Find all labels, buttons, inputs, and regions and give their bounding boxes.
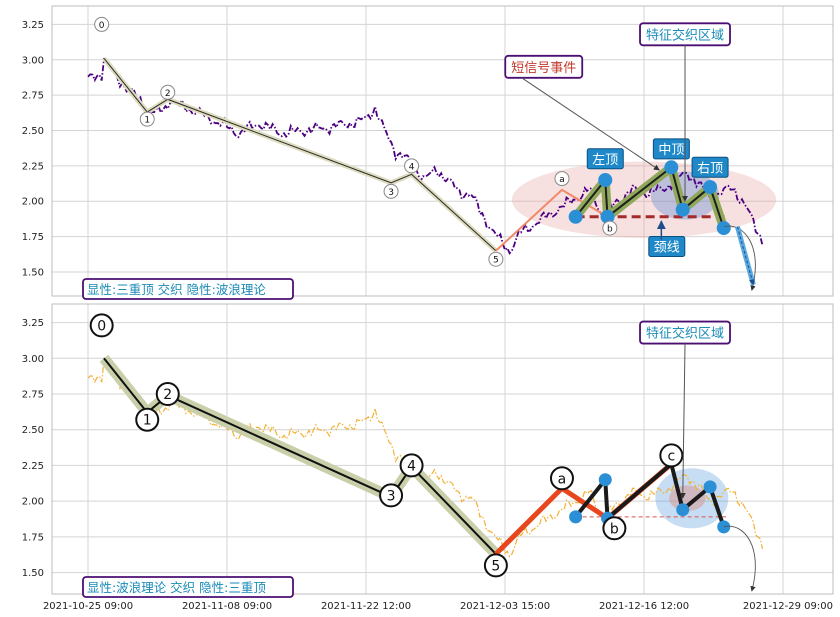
pattern-name-text: 左顶 xyxy=(592,153,618,168)
plot-frame xyxy=(51,5,834,297)
y-tick-label: 1.75 xyxy=(22,232,44,243)
wave-label-circle xyxy=(554,171,570,187)
plot-area xyxy=(52,304,833,594)
y-tick-label: 2.50 xyxy=(22,425,44,436)
callout-text: 特征交织区域 xyxy=(646,27,724,43)
shared-x-axis: 2021-10-25 09:00 2021-11-08 09:00 2021-11-… xyxy=(43,601,833,612)
pattern-point xyxy=(568,209,583,224)
wave-label-text: 1 xyxy=(143,413,152,429)
pattern-name-text: 中顶 xyxy=(658,143,684,158)
wave-label-circle xyxy=(94,16,110,32)
wave-label-circle xyxy=(89,313,114,338)
wave-label-circle xyxy=(160,84,176,100)
pattern-name-text: 颈线 xyxy=(654,240,680,255)
wave-label-text: c xyxy=(667,448,675,464)
wave-label-text: a xyxy=(558,471,567,487)
pattern-point xyxy=(676,503,690,517)
y-tick-label: 2.25 xyxy=(22,161,44,172)
pattern-name-badge xyxy=(691,156,729,178)
wave-label-text: 0 xyxy=(97,318,106,334)
plot-frame xyxy=(51,303,834,595)
wave-label-text: 3 xyxy=(387,488,396,504)
wave-label-circle xyxy=(139,111,155,127)
pattern-point xyxy=(598,173,613,187)
pattern-point xyxy=(716,221,731,236)
wave-label-text: 3 xyxy=(388,188,394,198)
x-tick-label: 2021-10-25 09:00 xyxy=(43,601,133,612)
pattern-point xyxy=(703,180,718,195)
upper-chart-panel: 1.50 1.75 2.00 2.25 2.50 2.75 3.00 3.25 0 1 2 3 4 5 a b… xyxy=(22,5,834,300)
wave-label-circle xyxy=(399,453,424,478)
price-series-line xyxy=(87,57,764,255)
x-tick-label: 2021-12-03 15:00 xyxy=(460,601,550,612)
pattern-point xyxy=(664,160,679,175)
y-tick-label: 2.25 xyxy=(22,461,44,472)
projection-arrow xyxy=(723,225,756,291)
panel-caption: 显性:波浪理论 交织 隐性:三重顶 xyxy=(87,580,266,595)
y-tick-label: 3.00 xyxy=(22,55,44,66)
pattern-name-badge xyxy=(648,235,686,257)
wave-label-circle xyxy=(383,183,399,199)
wave-label-text: 0 xyxy=(99,21,105,31)
pattern-name-badge xyxy=(652,138,690,160)
panel-caption-box xyxy=(82,576,294,598)
callout-text: 短信号事件 xyxy=(511,61,576,76)
pattern-name-text: 右顶 xyxy=(697,161,723,176)
panel-caption-box xyxy=(82,278,294,300)
wave-label-text: 5 xyxy=(493,256,499,266)
wave-label-circle xyxy=(602,220,618,236)
projection-line xyxy=(736,226,755,286)
x-tick-label: 2021-12-29 09:00 xyxy=(743,601,833,612)
y-tick-label: 2.00 xyxy=(22,197,44,208)
wave-label-text: 4 xyxy=(409,162,415,172)
x-tick-label: 2021-11-22 12:00 xyxy=(321,601,411,612)
wave-label-text: b xyxy=(610,521,619,537)
wave-label-circle xyxy=(483,553,508,578)
projection-arrow xyxy=(723,525,756,592)
wave-label-circle xyxy=(404,158,420,174)
wave-label-circle xyxy=(602,516,627,541)
y-tick-label: 3.25 xyxy=(22,318,44,329)
wave-label-text: 5 xyxy=(491,558,500,574)
wave-label-circle xyxy=(155,382,180,406)
y-tick-label: 2.00 xyxy=(22,497,44,508)
wave-label-circle xyxy=(549,466,574,491)
wave-label-circle xyxy=(379,483,404,508)
wave-line xyxy=(103,58,497,252)
y-tick-label: 2.75 xyxy=(22,91,44,102)
wave-label-text: 2 xyxy=(165,89,171,99)
wave-label-circle xyxy=(659,443,684,468)
wave-label-text: 1 xyxy=(144,116,150,126)
y-tick-label: 2.75 xyxy=(22,390,44,401)
pattern-point xyxy=(703,480,717,494)
wave-label-text: a xyxy=(559,175,565,185)
wave-label-circle xyxy=(488,251,504,267)
y-tick-label: 3.25 xyxy=(22,20,44,31)
pattern-point xyxy=(675,202,690,217)
wave-label-circle xyxy=(135,407,160,432)
panel-caption: 显性:三重顶 交织 隐性:波浪理论 xyxy=(87,282,266,297)
pattern-name-badge xyxy=(586,148,624,170)
callout-box xyxy=(504,54,584,79)
wave-label-text: 2 xyxy=(163,387,172,403)
x-tick-label: 2021-12-16 12:00 xyxy=(599,601,689,612)
y-tick-label: 1.50 xyxy=(22,267,44,278)
y-tick-label: 2.50 xyxy=(22,126,44,137)
y-tick-label: 1.75 xyxy=(22,532,44,543)
y-tick-label: 1.50 xyxy=(22,568,44,579)
pattern-point xyxy=(569,510,583,524)
pattern-point xyxy=(600,209,615,224)
callout-arrow xyxy=(521,77,660,171)
x-tick-label: 2021-11-08 09:00 xyxy=(182,601,272,612)
lower-chart-panel: 1.50 1.75 2.00 2.25 2.50 2.75 3.00 3.25 0 12 34 5 a b… xyxy=(22,303,834,598)
callout-arrow xyxy=(679,343,686,499)
wave-label-text: b xyxy=(607,225,613,235)
wave-line xyxy=(103,357,497,555)
pattern-point xyxy=(598,473,612,487)
plot-area xyxy=(52,6,833,296)
wave-label-text: 4 xyxy=(407,458,416,474)
callout-text: 特征交织区域 xyxy=(646,326,724,342)
y-tick-label: 3.00 xyxy=(22,354,44,365)
